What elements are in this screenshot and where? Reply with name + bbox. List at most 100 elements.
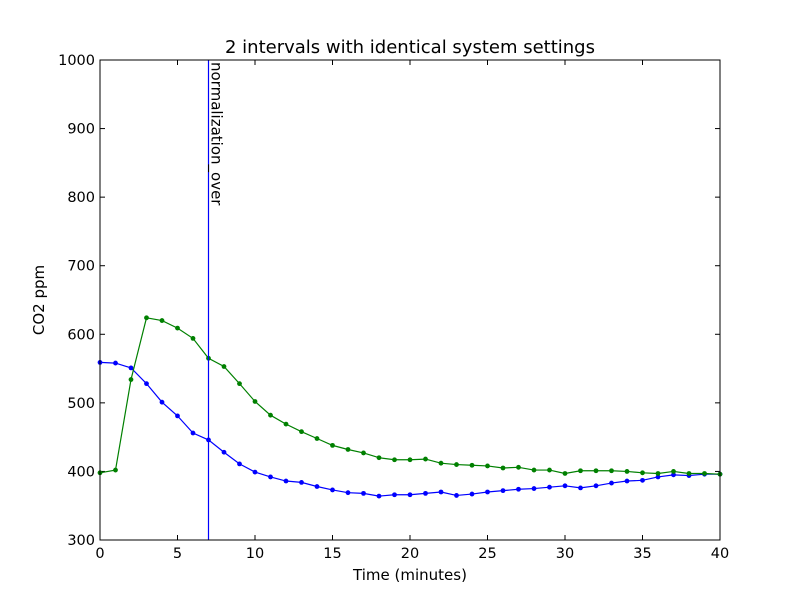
series-1-point xyxy=(190,430,196,436)
series-layer xyxy=(97,315,723,499)
y-tick-label: 1000 xyxy=(58,53,95,69)
y-tick-label: 500 xyxy=(67,396,95,412)
chart-title: 2 intervals with identical system settin… xyxy=(225,37,595,58)
series-2-point xyxy=(314,436,320,441)
y-tick-label: 700 xyxy=(67,259,95,275)
series-1-point xyxy=(593,483,599,489)
series-1-point xyxy=(531,486,537,491)
series-1-point xyxy=(469,491,475,497)
y-axis-label: CO2 ppm xyxy=(30,265,48,335)
series-1-point xyxy=(578,485,583,491)
series-2-point xyxy=(299,429,304,435)
series-2-point xyxy=(593,468,599,474)
axis-ticks: 0 5 10 15 20 25 30 35 40 300 400 500 600 700 800 900 100… xyxy=(58,53,729,562)
series-1-point xyxy=(485,489,490,495)
series-2-point xyxy=(330,442,335,448)
series-2-point xyxy=(252,399,258,404)
series-2-point xyxy=(609,468,614,474)
series-1-point xyxy=(175,413,180,419)
series-2-point xyxy=(376,455,382,461)
y-tick-label: 300 xyxy=(67,533,95,549)
series-2-point xyxy=(175,325,180,331)
series-1-point xyxy=(221,449,227,455)
y-tick-label: 800 xyxy=(67,190,95,206)
series-1-point xyxy=(407,492,413,498)
x-tick-label: 30 xyxy=(556,546,574,562)
x-tick-label: 15 xyxy=(323,546,341,562)
x-tick-label: 40 xyxy=(711,546,729,562)
series-2-point xyxy=(268,412,273,418)
x-tick-label: 0 xyxy=(95,546,104,562)
series-1-point xyxy=(547,484,552,490)
series-2-point xyxy=(640,470,645,476)
series-2-point xyxy=(531,467,537,473)
series-1-point xyxy=(454,493,459,498)
series-1-point xyxy=(438,489,444,495)
series-2-point xyxy=(237,381,242,387)
series-2-point xyxy=(113,467,118,473)
series-2-point xyxy=(500,465,506,471)
series-2-point xyxy=(159,318,165,323)
x-tick-label: 20 xyxy=(401,546,419,562)
series-2-point xyxy=(624,469,630,474)
x-axis-label: Time (minutes) xyxy=(352,566,467,584)
series-line-1 xyxy=(99,361,720,497)
series-2-point xyxy=(345,447,351,452)
series-2-point xyxy=(485,463,490,469)
series-line-2 xyxy=(99,317,721,475)
series-2-point xyxy=(190,336,196,341)
series-1-point xyxy=(376,493,382,499)
series-2-point xyxy=(361,450,366,456)
series-2-point xyxy=(516,464,521,470)
x-tick-label: 10 xyxy=(246,546,264,562)
series-2-point xyxy=(686,471,692,476)
series-2-point xyxy=(454,462,459,467)
series-2-point xyxy=(407,457,413,463)
series-1-point xyxy=(392,492,397,498)
series-2-point xyxy=(469,462,475,468)
plot-frame xyxy=(99,59,721,541)
series-2-point xyxy=(423,456,428,462)
series-2-point xyxy=(578,468,583,474)
series-2-point xyxy=(702,471,707,476)
series-1-point xyxy=(361,490,366,496)
series-1-point xyxy=(252,469,258,475)
series-2-point xyxy=(438,460,444,466)
x-tick-label: 25 xyxy=(478,546,496,562)
series-1-point xyxy=(299,480,304,485)
series-2-point xyxy=(144,315,149,321)
series-2-point xyxy=(655,471,661,476)
series-1-point xyxy=(640,477,645,483)
x-tick-label: 35 xyxy=(633,546,651,562)
series-2-point xyxy=(562,471,568,476)
y-tick-label: 900 xyxy=(67,122,95,138)
series-2-point xyxy=(392,457,397,463)
series-1-point xyxy=(423,490,428,496)
series-1-point xyxy=(144,381,149,387)
series-1-point xyxy=(655,474,661,480)
annotation-label: normalization_over xyxy=(207,62,226,206)
series-2-point xyxy=(283,421,289,427)
series-2-point xyxy=(547,467,552,473)
series-1-point xyxy=(283,478,289,484)
series-1-point xyxy=(624,478,630,484)
series-1-point xyxy=(345,490,351,496)
series-1-point xyxy=(128,365,134,371)
y-tick-label: 600 xyxy=(67,327,95,343)
series-1-point xyxy=(516,486,521,492)
series-1-point xyxy=(671,472,676,478)
series-1-point xyxy=(562,483,568,489)
series-1-point xyxy=(500,488,506,494)
series-2-point xyxy=(221,364,227,369)
x-tick-label: 5 xyxy=(173,546,182,562)
series-1-point xyxy=(113,360,118,366)
series-1-point xyxy=(609,480,614,486)
y-tick-label: 400 xyxy=(67,464,95,480)
series-1-point xyxy=(268,474,273,480)
series-1-point xyxy=(330,487,335,493)
series-1-point xyxy=(159,399,165,405)
series-1-point xyxy=(314,484,320,489)
series-2-point xyxy=(128,377,134,382)
series-1-point xyxy=(237,461,242,467)
